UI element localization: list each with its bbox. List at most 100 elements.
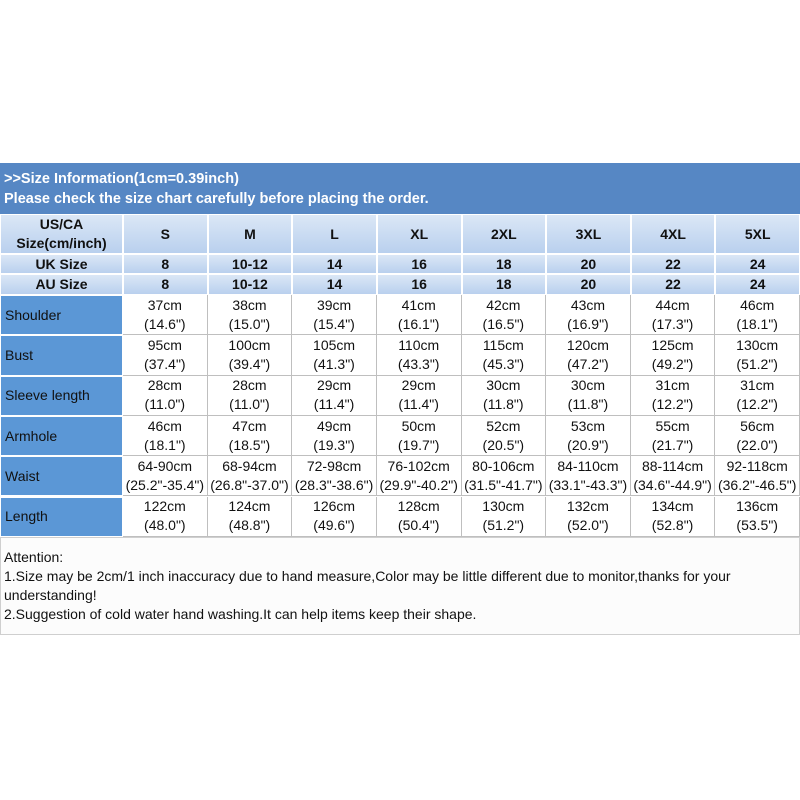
cell-text: 68-94cm: [222, 457, 277, 474]
cell: 29cm (11.4"): [292, 375, 377, 416]
row-label-cell: Length: [0, 496, 123, 537]
cell-text: 37cm: [147, 296, 182, 313]
header-cell: 5XL: [715, 214, 800, 254]
cell-text: 88-114cm: [641, 457, 704, 474]
size-value: 24: [749, 255, 766, 272]
cell-text: 46cm: [147, 417, 182, 434]
cell-text: 47cm: [232, 417, 267, 434]
cell-text: (33.1"-43.3"): [548, 476, 628, 493]
header-cell: 22: [630, 254, 716, 274]
cell: 84-110cm (33.1"-43.3"): [546, 456, 631, 497]
cell-text: (34.6"-44.9"): [633, 476, 712, 493]
cell-text: (26.8"-37.0"): [210, 476, 289, 493]
size-value: 20: [580, 255, 597, 272]
cell: 43cm (16.9"): [546, 295, 631, 336]
note-line: understanding!: [4, 587, 97, 603]
row-label: UK Size: [35, 255, 88, 272]
cell-text: (11.0"): [144, 396, 186, 413]
cell: 28cm (11.0"): [207, 375, 293, 416]
size: 4XL: [660, 225, 686, 242]
cell-text: (15.0"): [228, 315, 271, 332]
cell-text: (14.6"): [144, 315, 186, 332]
header-subtitle: Please check the size chart carefully be…: [4, 191, 429, 207]
size-value: 20: [580, 276, 597, 292]
cell-text: 39cm: [316, 296, 352, 313]
size: 5XL: [744, 225, 771, 242]
cell-text: 80-106cm: [472, 457, 535, 474]
cell-text: 29cm: [401, 377, 436, 394]
header-cell: 3XL: [546, 214, 631, 254]
cell-text: (21.7"): [651, 436, 694, 453]
row-label-cell: Waist: [0, 456, 123, 497]
cell: 134cm (52.8"): [630, 496, 716, 537]
cell-text: (18.5"): [228, 436, 271, 453]
row-label-cell: Shoulder: [0, 295, 123, 336]
cell-text: (52.0"): [567, 517, 609, 534]
size-value: 10-12: [232, 276, 268, 292]
cell-text: 49cm: [316, 417, 352, 434]
cell-text: 28cm: [232, 377, 267, 394]
header-cell: 18: [461, 274, 547, 295]
cell-text: 64-90cm: [137, 457, 193, 474]
header-cell: 22: [630, 274, 716, 295]
cell-text: 130cm: [482, 498, 525, 515]
cell-text: 42cm: [486, 296, 521, 313]
cell-text: (37.4"): [144, 355, 186, 372]
cell-text: 105cm: [313, 336, 356, 353]
cell: 92-118cm (36.2"-46.5"): [715, 456, 800, 497]
cell-text: (12.2"): [736, 396, 778, 413]
cell: 46cm (18.1"): [123, 415, 208, 457]
cell-text: 30cm: [570, 377, 606, 394]
cell: 110cm (43.3"): [376, 335, 462, 376]
cell-text: (15.4"): [313, 315, 355, 332]
header-cell: 10-12: [207, 274, 293, 295]
size-value: 24: [749, 276, 766, 292]
row-label-cell: Armhole: [0, 415, 123, 457]
cell: 55cm (21.7"): [630, 415, 716, 457]
size-value: 10-12: [232, 255, 268, 272]
cell-text: (11.0"): [229, 396, 270, 413]
size-value: 18: [496, 276, 512, 292]
header-text: US/CA: [39, 216, 84, 232]
cell-text: (11.4"): [398, 396, 439, 413]
note-line: 2.Suggestion of cold water hand washing.…: [4, 606, 477, 622]
cell: 37cm (14.6"): [123, 295, 208, 336]
cell-text: (48.0"): [144, 517, 186, 534]
size-value: 16: [411, 255, 427, 272]
header-cell: 14: [292, 274, 377, 295]
cell-text: (20.5"): [482, 436, 525, 453]
cell-text: (39.4"): [228, 355, 271, 372]
row-label: Bust: [5, 346, 34, 363]
cell: 64-90cm (25.2"-35.4"): [123, 456, 208, 497]
header-cell: 10-12: [207, 254, 293, 274]
cell-text: 95cm: [147, 336, 182, 353]
cell: 95cm (37.4"): [123, 335, 208, 376]
cell-text: 31cm: [740, 377, 775, 394]
cell: 122cm (48.0"): [123, 496, 208, 537]
cell-text: 41cm: [401, 296, 436, 313]
cell-text: 46cm: [740, 296, 775, 313]
cell-text: 50cm: [401, 417, 436, 434]
cell: 31cm (12.2"): [630, 375, 716, 416]
cell-text: (11.8"): [483, 396, 524, 413]
note-line: Attention:: [4, 549, 64, 565]
cell: 56cm (22.0"): [715, 415, 800, 457]
cell-text: 28cm: [147, 377, 182, 394]
cell-text: 92-118cm: [726, 457, 788, 474]
cell-text: (49.6"): [313, 517, 355, 534]
row-label: Waist: [5, 467, 40, 484]
cell-text: 43cm: [570, 296, 606, 313]
cell-text: (16.5"): [482, 315, 525, 332]
header-cell: XL: [376, 214, 462, 254]
cell: 88-114cm (34.6"-44.9"): [630, 456, 716, 497]
header-cell: 24: [715, 274, 800, 295]
cell-text: 134cm: [651, 498, 694, 515]
cell-text: 110cm: [398, 336, 440, 353]
cell-text: (51.2"): [736, 355, 778, 372]
cell: 39cm (15.4"): [292, 295, 377, 336]
note-line: 1.Size may be 2cm/1 inch inaccuracy due …: [4, 568, 731, 584]
row-label: Shoulder: [5, 306, 62, 323]
header-cell: 16: [376, 274, 462, 295]
cell-text: (28.3"-38.6"): [294, 476, 374, 493]
cell-text: (31.5"-41.7"): [464, 476, 543, 493]
